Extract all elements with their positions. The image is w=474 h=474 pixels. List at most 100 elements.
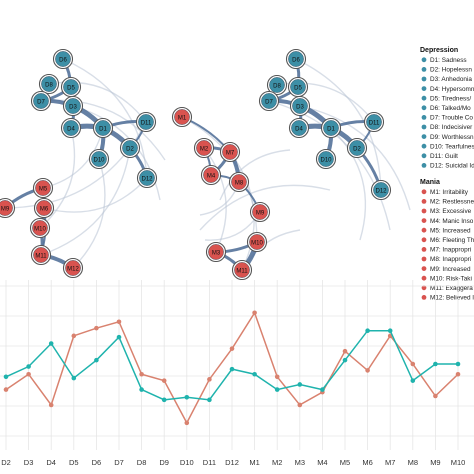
series-2-point [252,371,257,377]
legend-item: D12: Suicidal Id [430,163,474,170]
series-1-point [116,319,122,325]
node-label: D5 [67,85,75,91]
x-tick-label: M9 [430,458,440,467]
legend-marker [421,199,427,204]
node-d7: D7 [258,90,280,112]
node-d8: D8 [266,74,288,96]
series-2-point [94,357,99,363]
legend-marker [421,275,427,281]
node-d3: D3 [62,95,84,117]
node-m6: M6 [33,197,55,219]
x-tick-label: D12 [225,458,239,467]
node-m1: M1 [171,106,193,128]
legend-marker [421,208,427,214]
legend-mania-title: Mania [420,179,440,186]
node-d5: D5 [60,76,82,98]
node-label: M9 [256,210,265,216]
x-tick-label: M10 [451,458,466,467]
node-label: M11 [236,268,248,274]
node-label: D3 [296,104,304,110]
series-2-point [139,387,144,392]
faint-edge [43,177,148,213]
node-m10: M10 [246,231,268,253]
chart-series [3,310,461,426]
node-m4: M4 [200,164,222,186]
node-m3: M3 [205,241,227,263]
faint-edge [295,58,382,191]
x-tick-label: D6 [92,458,102,467]
node-d4: D4 [288,117,310,139]
legend-item: M6: Fleeting Th [430,237,474,244]
node-d10: D10 [315,148,337,170]
node-m7: M7 [219,141,241,163]
node-label: M4 [207,173,216,179]
network-nodes: D6 D8 D5 D7 D3 D4 D1 D11 D2 D10 D12 M9 M5 M6 M10 M11 M12… [0,48,392,281]
faint-edge [219,149,291,201]
legend: Depression D1: Sadness D2: Hopelessn D3: A… [420,47,474,302]
x-tick-label: D8 [137,458,147,467]
node-label: M11 [35,253,47,259]
node-label: D10 [93,157,105,163]
x-tick-label: M1 [249,458,259,467]
node-label: D3 [69,104,77,110]
x-tick-label: M5 [340,458,350,467]
node-d5: D5 [287,76,309,98]
legend-marker [421,247,427,252]
legend-marker [421,57,427,63]
node-label: D4 [67,126,75,132]
node-d7: D7 [30,90,52,112]
node-label: D2 [126,146,134,152]
x-tick-label: M6 [362,458,372,467]
legend-marker [421,115,427,120]
node-label: M1 [178,115,187,121]
series-1-point [252,310,257,316]
series-2-point [274,387,280,392]
series-1-point [365,368,370,373]
node-label: D8 [273,83,281,89]
legend-marker [421,163,427,168]
legend-item: D1: Sadness [430,57,467,64]
node-m9: M9 [249,201,271,223]
series-1-point [410,361,416,367]
series-1-point [48,402,54,408]
series-2-point [229,366,235,372]
series-1-point [274,374,280,380]
legend-marker [421,76,427,82]
series-2-point [48,341,54,346]
faint-edge [299,105,411,211]
node-label: D10 [320,157,332,163]
node-label: M2 [200,146,209,152]
legend-item: D6: Talked/Mo [430,105,471,112]
node-label: D11 [369,120,380,126]
legend-item: M2: Restlessne [430,199,474,206]
node-label: M8 [235,180,244,186]
legend-item: M5: Increased [430,227,471,234]
legend-marker [421,143,427,149]
node-d12: D12 [136,167,158,189]
node-label: D1 [327,126,335,132]
x-tick-label: D4 [46,458,56,467]
legend-item: D9: Worthlessn [430,134,474,141]
node-d11: D11 [135,111,157,133]
node-label: M3 [212,250,221,256]
node-label: D12 [141,176,153,182]
x-tick-label: M4 [317,458,327,467]
node-m5: M5 [32,177,54,199]
series-2-point [297,382,303,387]
x-tick-label: D3 [24,458,34,467]
series-1-point [71,333,77,339]
series-2-point [161,397,167,403]
legend-item: M1: Irritability [430,189,469,196]
legend-item: M10: Risk-Taki [430,275,472,282]
node-d6: D6 [285,48,307,70]
legend-item: M7: Inappropri [430,247,471,254]
x-axis-tick-labels: D2 D3 D4 D5 D6 D7 D8 D9 D10 D11 D12 M1 M2 M3 M4 M5 M6 M7 M… [1,458,465,467]
node-m12: M12 [62,257,84,279]
legend-marker [421,256,427,262]
node-d11: D11 [363,111,385,133]
node-m2: M2 [193,137,215,159]
x-tick-label: M7 [385,458,395,467]
legend-item: M9: Increased [430,266,471,273]
legend-depression-title: Depression [420,47,458,54]
